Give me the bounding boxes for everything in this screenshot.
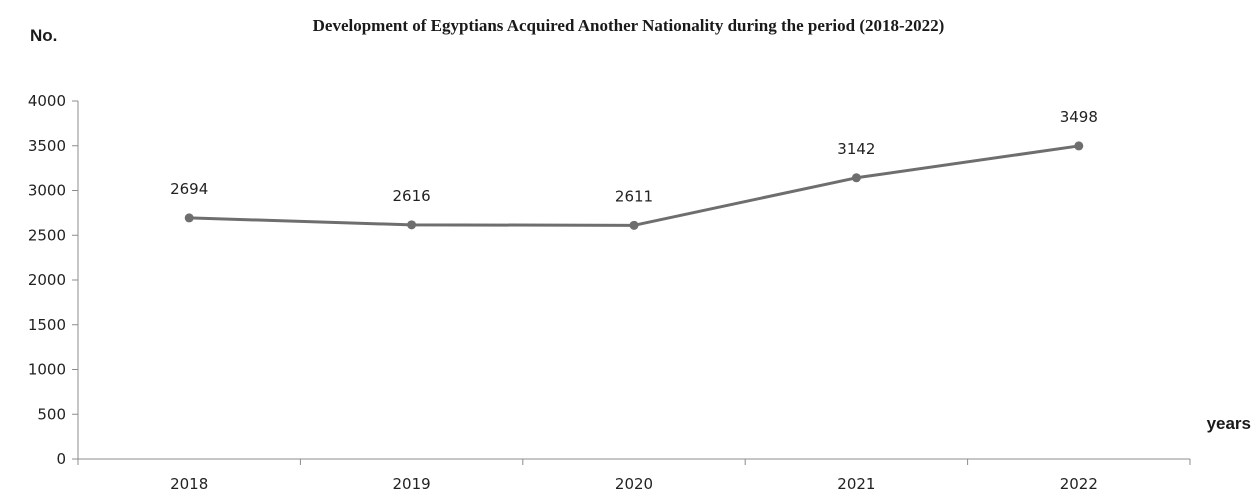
x-tick-label: 2020 [615,475,653,493]
x-tick-label: 2021 [837,475,875,493]
chart-title: Development of Egyptians Acquired Anothe… [312,16,945,35]
y-axis-label: No. [30,26,58,45]
y-tick-label: 3500 [28,137,66,155]
y-tick-label: 3000 [28,182,66,200]
data-label: 3142 [837,140,875,158]
y-tick-label: 500 [37,405,66,423]
x-tick-label: 2019 [393,475,431,493]
data-label: 3498 [1060,108,1098,126]
data-point [184,213,194,223]
x-tick-label: 2022 [1060,475,1098,493]
series-line [189,144,1080,227]
data-point [407,220,417,230]
y-tick-label: 1500 [28,316,66,334]
y-tick-label: 2500 [28,226,66,244]
data-label: 2694 [170,180,208,198]
data-point [629,220,639,230]
y-tick-label: 4000 [28,92,66,110]
data-point [851,173,861,183]
y-tick-label: 1000 [28,361,66,379]
x-axis-label: years [1206,414,1251,433]
data-label: 2616 [393,187,431,205]
x-tick-label: 2018 [170,475,208,493]
y-tick-label: 0 [56,450,66,468]
data-label: 2611 [615,187,653,205]
data-point [1074,141,1084,151]
y-tick-label: 2000 [28,271,66,289]
